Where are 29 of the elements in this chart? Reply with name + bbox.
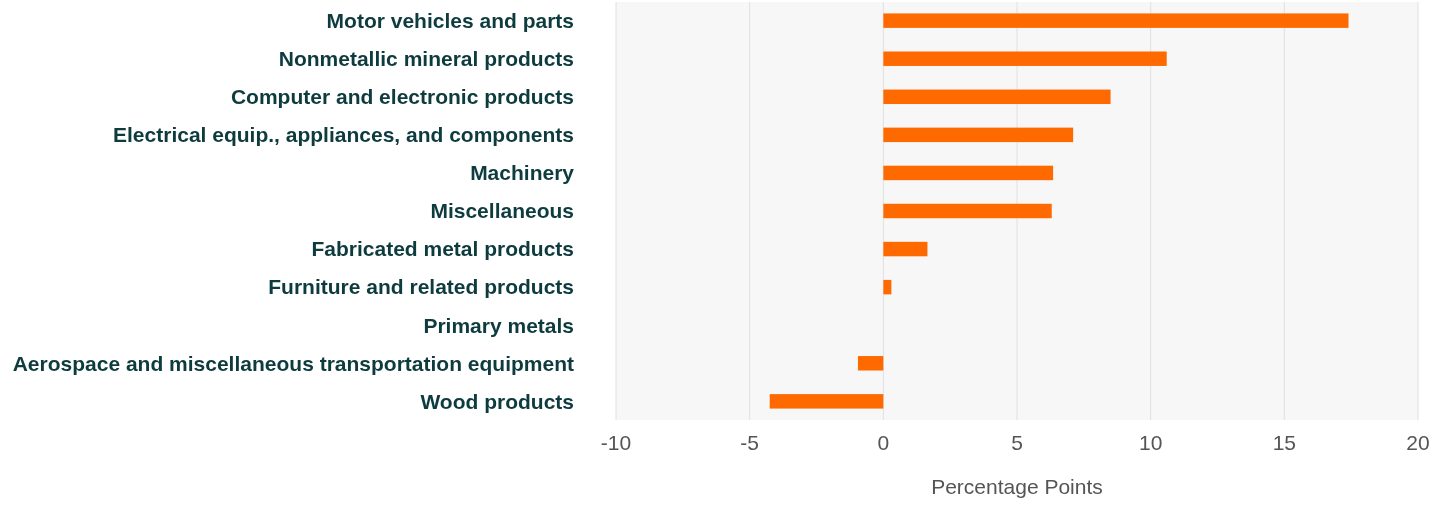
bar bbox=[883, 165, 1054, 181]
y-tick-label: Machinery bbox=[470, 161, 575, 185]
x-tick-label: 15 bbox=[1272, 431, 1297, 454]
bar bbox=[857, 356, 884, 371]
bar bbox=[883, 13, 1349, 28]
bar bbox=[883, 89, 1111, 105]
y-tick-label: Wood products bbox=[420, 389, 574, 413]
y-tick-label: Electrical equip., appliances, and components bbox=[113, 123, 574, 147]
x-tick-label: 0 bbox=[877, 431, 890, 454]
bar bbox=[883, 203, 1052, 219]
bar bbox=[883, 241, 928, 257]
y-tick-label: Primary metals bbox=[423, 313, 574, 337]
x-tick-label: 10 bbox=[1138, 431, 1163, 454]
y-tick-label: Computer and electronic products bbox=[230, 85, 574, 109]
x-tick-label: -10 bbox=[600, 431, 632, 454]
y-tick-label: Fabricated metal products bbox=[311, 237, 574, 261]
bar bbox=[883, 51, 1167, 66]
bar bbox=[769, 394, 884, 409]
x-tick-label: -5 bbox=[740, 431, 760, 454]
y-tick-label: Miscellaneous bbox=[430, 199, 574, 223]
y-tick-label: Furniture and related products bbox=[268, 275, 574, 299]
x-tick-label: 5 bbox=[1011, 431, 1023, 454]
y-tick-label: Nonmetallic mineral products bbox=[278, 47, 574, 71]
y-tick-label: Aerospace and miscellaneous transportation equipment bbox=[12, 351, 574, 375]
bar bbox=[883, 127, 1074, 143]
x-axis-title: Percentage Points bbox=[931, 475, 1103, 498]
y-tick-label: Motor vehicles and parts bbox=[326, 9, 574, 32]
x-tick-label: 20 bbox=[1406, 431, 1430, 454]
bar bbox=[883, 279, 892, 295]
